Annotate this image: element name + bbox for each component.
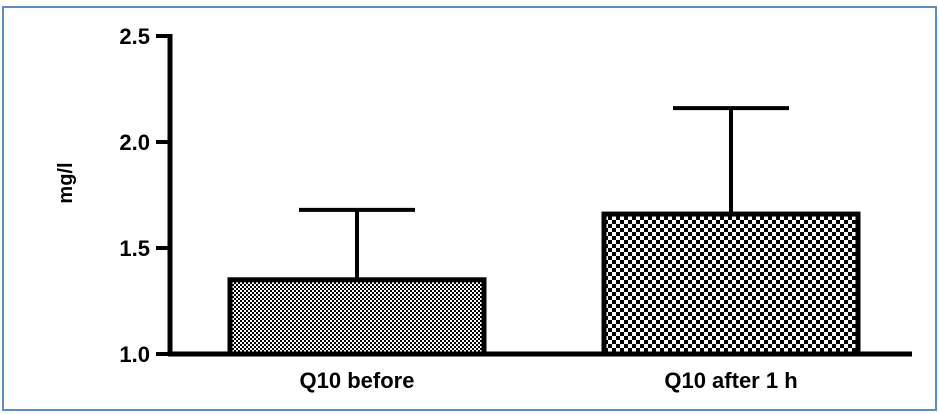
y-axis-title: mg/l xyxy=(55,162,77,203)
x-category-label: Q10 before xyxy=(300,368,415,393)
y-tick-label: 2.0 xyxy=(119,130,150,155)
y-tick-label: 1.5 xyxy=(119,236,150,261)
bar xyxy=(604,214,858,354)
y-tick-label: 2.5 xyxy=(119,24,150,49)
x-category-label: Q10 after 1 h xyxy=(664,368,797,393)
y-tick-label: 1.0 xyxy=(119,342,150,367)
bar xyxy=(230,280,484,354)
bars xyxy=(230,108,858,354)
